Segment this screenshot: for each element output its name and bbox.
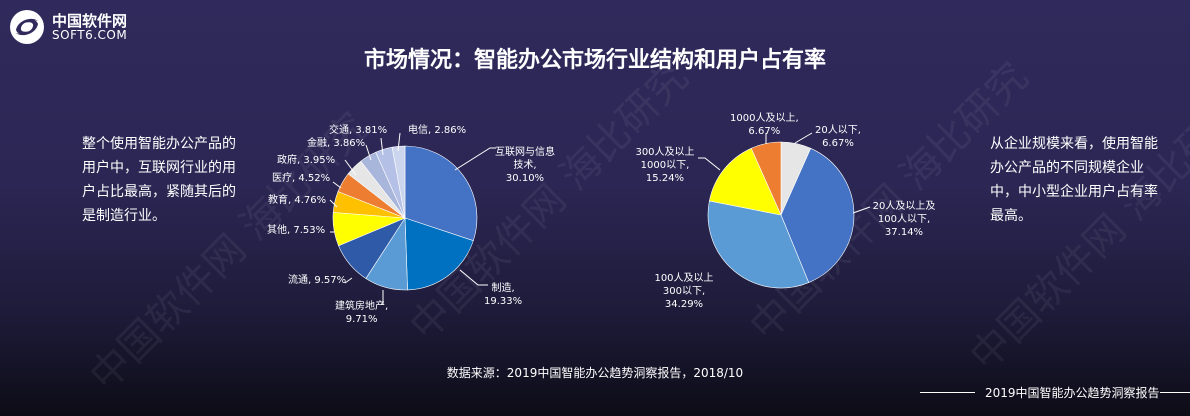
label-size-300-1000: 300人及以上1000以下, 15.24% bbox=[635, 147, 695, 184]
label-education: 教育, 4.76% bbox=[268, 195, 327, 206]
label-telecom: 电信, 2.86% bbox=[408, 125, 467, 136]
label-other: 其他, 7.53% bbox=[267, 225, 326, 236]
page-title: 市场情况：智能办公市场行业结构和用户占有率 bbox=[363, 48, 826, 73]
right-description: 从企业规模来看，使用智能办公产品的不同规模企业中，中小型企业用户占有率最高。 bbox=[990, 136, 1158, 224]
label-finance: 金融, 3.86% bbox=[307, 138, 366, 149]
logo-swirl-icon bbox=[10, 10, 44, 44]
label-medical: 医疗, 4.52% bbox=[272, 173, 331, 184]
logo[interactable]: 中国软件网 SOFT6.COM bbox=[8, 8, 127, 46]
data-source: 数据来源：2019中国智能办公趋势洞察报告，2018/10 bbox=[446, 366, 744, 380]
footer-report-title: 2019中国智能办公趋势洞察报告 bbox=[985, 386, 1160, 400]
pie-slice bbox=[707, 200, 810, 289]
label-government: 政府, 3.95% bbox=[277, 155, 336, 166]
industry-pie bbox=[332, 145, 478, 291]
label-construction: 建筑房地产, 9.71% bbox=[335, 301, 389, 325]
label-manufacturing: 制造, 19.33% bbox=[484, 283, 523, 307]
logo-cn: 中国软件网 bbox=[52, 11, 128, 30]
company-size-pie bbox=[707, 141, 855, 289]
label-transport: 交通, 3.81% bbox=[329, 125, 388, 136]
footer-divider bbox=[1160, 392, 1190, 393]
label-size-20-100: 20人及以上及100人以下, 37.14% bbox=[872, 201, 936, 238]
label-size-100-300: 100人及以上300以下, 34.29% bbox=[654, 273, 714, 310]
logo-en: SOFT6.COM bbox=[52, 27, 128, 42]
left-description: 整个使用智能办公产品的用户中，互联网行业的用户占比最高，紧随其后的是制造行业。 bbox=[82, 136, 236, 224]
pie-slice bbox=[709, 147, 782, 216]
footer-divider bbox=[920, 392, 975, 393]
label-internet: 互联网与信息技术, 30.10% bbox=[495, 147, 555, 184]
leader-lines bbox=[329, 132, 871, 305]
pie-slice bbox=[404, 145, 478, 242]
pie-slice bbox=[404, 217, 474, 291]
pie-slice bbox=[780, 147, 855, 283]
label-distribution: 流通, 9.57% bbox=[288, 275, 347, 286]
label-size-under-20: 20人以下, 6.67% bbox=[815, 125, 861, 149]
label-size-1000-plus: 1000人及以上, 6.67% bbox=[730, 113, 799, 137]
